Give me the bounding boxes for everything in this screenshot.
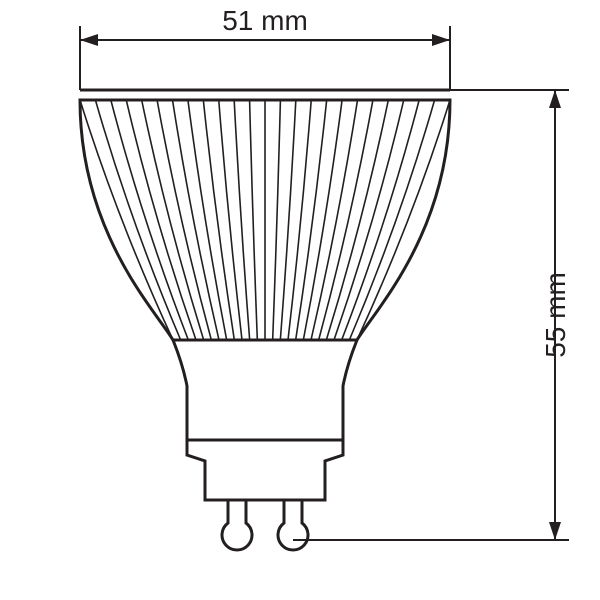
width-label: 51 mm [222, 5, 308, 36]
lamp-neck [173, 340, 357, 440]
lamp-base [187, 440, 343, 500]
lamp-outline [80, 90, 450, 550]
reflector-ribs [80, 100, 450, 340]
gu10-pins [222, 500, 308, 550]
dimension-width: 51 mm [80, 5, 450, 90]
height-label: 55 mm [540, 272, 571, 358]
lamp-dimension-diagram: 51 mm 55 mm [0, 0, 600, 600]
